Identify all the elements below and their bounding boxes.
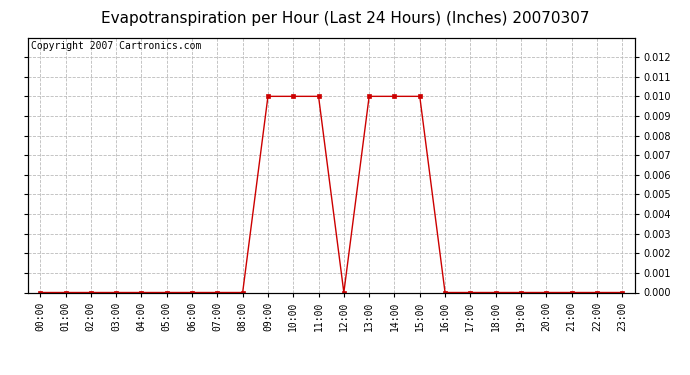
Text: Copyright 2007 Cartronics.com: Copyright 2007 Cartronics.com (30, 41, 201, 51)
Text: Evapotranspiration per Hour (Last 24 Hours) (Inches) 20070307: Evapotranspiration per Hour (Last 24 Hou… (101, 11, 589, 26)
